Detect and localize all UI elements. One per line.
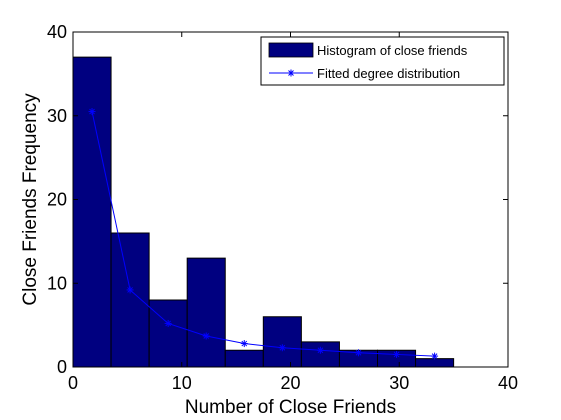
fitted-point-3	[202, 332, 210, 340]
y-axis-title: Close Friends Frequency	[20, 93, 41, 306]
axis-ticks: 0 10 20 30 40 0 10 20 30 40	[47, 22, 518, 393]
legend-label-histogram: Histogram of close friends	[317, 43, 468, 58]
histogram-bar-0	[72, 56, 112, 368]
histogram-bar-4	[224, 349, 264, 368]
y-tick-label-4: 40	[47, 22, 67, 42]
legend-label-fitted: Fitted degree distribution	[317, 66, 460, 81]
legend-bar-swatch	[268, 42, 314, 58]
x-tick-label-2: 20	[280, 373, 300, 393]
legend-marker-asterisk	[287, 69, 295, 77]
y-tick-label-2: 20	[47, 190, 67, 210]
fitted-point-7	[354, 349, 362, 357]
legend: Histogram of close friends Fitted degree…	[260, 36, 505, 86]
fitted-line-path	[91, 111, 435, 357]
fitted-point-2	[164, 319, 172, 327]
legend-asterisk	[287, 69, 295, 77]
x-tick-label-3: 30	[389, 373, 409, 393]
histogram-bar-2	[148, 299, 188, 368]
histogram-bar-1	[110, 232, 150, 368]
histogram-bar-5	[262, 316, 302, 368]
x-tick-label-4: 40	[498, 373, 518, 393]
fitted-point-6	[316, 346, 324, 354]
y-tick-label-3: 30	[47, 106, 67, 126]
fitted-line	[88, 108, 439, 360]
x-tick-label-0: 0	[68, 373, 78, 393]
y-tick-label-0: 0	[57, 357, 67, 377]
fitted-point-1	[126, 286, 134, 294]
histogram-bars	[72, 56, 455, 368]
x-axis-title: Number of Close Friends	[185, 397, 396, 418]
fitted-point-5	[278, 344, 286, 352]
fitted-point-9	[431, 352, 439, 360]
y-tick-label-1: 10	[47, 273, 67, 293]
fitted-point-4	[240, 340, 248, 348]
histogram-bar-3	[186, 257, 226, 368]
fitted-point-8	[393, 350, 401, 358]
histogram-bar-9	[415, 358, 455, 368]
histogram-bar-6	[300, 341, 340, 368]
x-tick-label-1: 10	[172, 373, 192, 393]
fitted-point-0	[88, 108, 96, 116]
